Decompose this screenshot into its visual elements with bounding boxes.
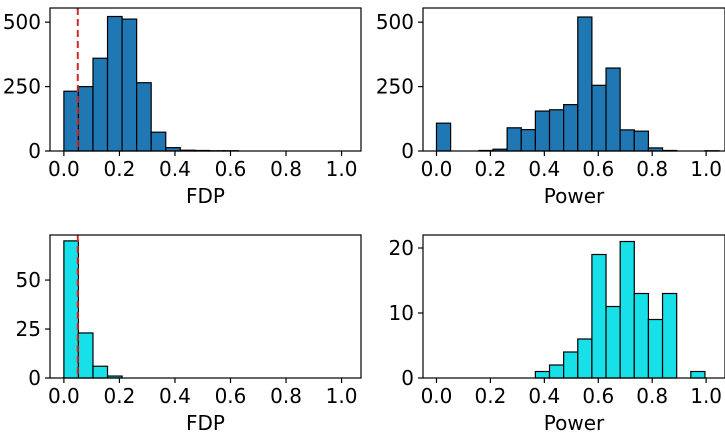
fdp-top-x-tick-label-1: 0.2 [104,157,136,181]
fdp-top-x-ticks: 0.0 0.2 0.4 0.6 0.8 1.0 [48,151,357,181]
power-top-bar-7 [534,110,551,152]
power-top-bar-10 [577,16,593,152]
power-top-x-tick-label-2: 0.4 [528,157,560,181]
panel-power-top: 0.0 0.2 0.4 0.6 0.8 1.0 0 250 500 Power [376,7,725,208]
power-top-bar-8 [548,109,565,152]
fdp-top-y-tick-label-1: 250 [3,75,41,99]
fdp-top-bar-0 [63,90,80,152]
power-top-bar-11 [591,84,607,152]
power-top-y-ticks: 0 250 500 [376,10,423,163]
power-top-y-tick-label-0: 0 [401,139,414,163]
power-top-x-axis-label: Power [544,184,605,208]
fdp-bottom-x-tick-label-4: 0.8 [270,384,302,408]
power-bottom-y-tick-label-1: 10 [389,301,414,325]
fdp-top-bars [63,15,240,152]
power-bottom-x-tick-label-2: 0.4 [528,384,560,408]
power-top-bar-5 [506,127,522,152]
power-top-x-tick-label-3: 0.6 [582,157,614,181]
fdp-top-x-tick-label-0: 0.0 [48,157,80,181]
fdp-bottom-x-ticks: 0.0 0.2 0.4 0.6 0.8 1.0 [48,378,357,408]
fdp-top-bar-4 [121,18,138,152]
power-top-bar-0 [435,122,452,152]
fdp-top-bar-2 [92,57,109,152]
fdp-bottom-x-axis-label: FDP [186,411,225,433]
fdp-bottom-y-tick-label-0: 0 [28,366,41,390]
fdp-bottom-bar-2 [92,365,109,379]
power-bottom-bar-13 [619,240,635,379]
power-top-y-tick-label-1: 250 [376,75,414,99]
power-bottom-y-ticks: 0 10 20 [389,236,423,390]
fdp-bottom-bars [63,240,123,379]
fdp-top-y-tick-label-0: 0 [28,139,41,163]
fdp-top-x-tick-label-5: 1.0 [326,157,358,181]
fdp-bottom-y-tick-label-1: 25 [16,317,41,341]
fdp-top-x-tick-label-4: 0.8 [270,157,302,181]
power-bottom-x-tick-label-3: 0.6 [582,384,614,408]
fdp-bottom-bar-1 [77,332,94,379]
power-bottom-x-tick-label-0: 0.0 [421,384,453,408]
power-bottom-y-tick-label-2: 20 [389,236,414,260]
panel-power-bottom: 0.0 0.2 0.4 0.6 0.8 1.0 0 10 20 Power [389,234,725,433]
power-bottom-x-ticks: 0.0 0.2 0.4 0.6 0.8 1.0 [421,378,722,408]
fdp-bottom-x-tick-label-3: 0.6 [215,384,247,408]
fdp-top-axes-frame [49,7,362,152]
power-bottom-x-tick-label-4: 0.8 [636,384,668,408]
fdp-bottom-axes-frame [49,234,362,379]
fdp-top-x-tick-label-2: 0.4 [159,157,191,181]
power-bottom-bar-16 [661,292,678,379]
power-top-x-tick-label-4: 0.8 [636,157,668,181]
power-bottom-bar-10 [577,338,593,379]
power-bottom-y-tick-label-0: 0 [401,366,414,390]
power-bottom-x-axis-label: Power [544,411,605,433]
power-top-x-tick-label-0: 0.0 [421,157,453,181]
power-top-x-tick-label-1: 0.2 [475,157,507,181]
panel-fdp-top: 0.0 0.2 0.4 0.6 0.8 1.0 0 250 500 FDP [3,7,362,208]
power-top-y-tick-label-2: 500 [376,10,414,34]
power-top-axes-frame [422,7,725,152]
power-bottom-bars [534,240,706,379]
fdp-top-y-tick-label-2: 500 [3,10,41,34]
fdp-bottom-y-ticks: 0 25 50 [16,268,50,390]
fdp-top-bar-6 [150,131,167,152]
power-bottom-x-tick-label-1: 0.2 [475,384,507,408]
power-top-bar-13 [619,129,635,152]
power-bottom-bar-9 [563,351,579,379]
power-top-bar-14 [633,130,650,152]
fdp-top-bar-5 [136,82,152,152]
power-top-x-tick-label-5: 1.0 [690,157,722,181]
fdp-top-bar-3 [106,15,123,152]
fdp-top-x-tick-label-3: 0.6 [215,157,247,181]
power-top-x-ticks: 0.0 0.2 0.4 0.6 0.8 1.0 [421,151,722,181]
fdp-bottom-x-tick-label-5: 1.0 [326,384,358,408]
fdp-bottom-x-tick-label-1: 0.2 [104,384,136,408]
power-bottom-x-tick-label-5: 1.0 [690,384,722,408]
power-bottom-bar-15 [647,318,664,379]
power-bottom-bar-11 [591,253,607,379]
power-bottom-bar-7 [534,370,551,379]
power-bottom-bar-8 [548,364,565,379]
power-top-bar-9 [563,104,579,152]
fdp-bottom-bar-0 [63,240,80,379]
panel-fdp-bottom: 0.0 0.2 0.4 0.6 0.8 1.0 0 25 50 FDP [16,234,362,433]
fdp-bottom-y-tick-label-2: 50 [16,268,41,292]
power-top-bar-6 [520,129,536,152]
fdp-top-x-axis-label: FDP [186,184,225,208]
power-bottom-bar-18 [690,370,706,379]
fdp-bottom-x-tick-label-0: 0.0 [48,384,80,408]
power-bottom-bar-12 [605,305,621,379]
power-top-bar-12 [605,67,621,152]
power-bottom-axes-frame [422,234,725,379]
fdp-top-y-ticks: 0 250 500 [3,10,50,163]
power-top-bars [435,16,720,152]
power-bottom-bar-14 [633,292,650,379]
fdp-top-bar-1 [77,85,94,152]
fdp-bottom-x-tick-label-2: 0.4 [159,384,191,408]
